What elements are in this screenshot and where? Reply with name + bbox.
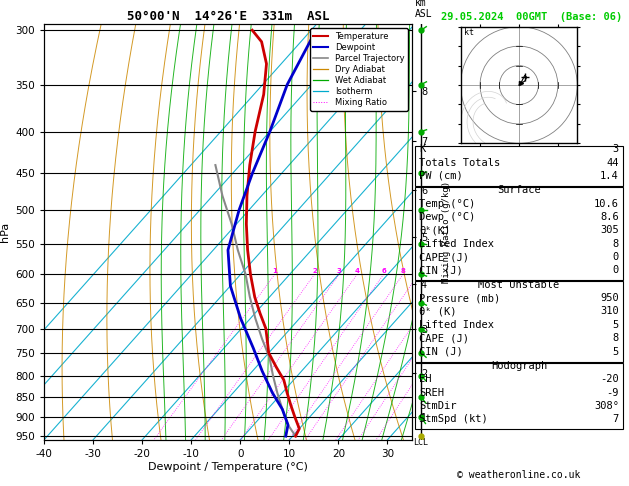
X-axis label: Dewpoint / Temperature (°C): Dewpoint / Temperature (°C) — [148, 462, 308, 471]
Text: 2: 2 — [312, 268, 317, 274]
Text: 7: 7 — [613, 415, 619, 424]
Y-axis label: hPa: hPa — [0, 222, 9, 242]
Text: 8: 8 — [613, 333, 619, 343]
Text: Most Unstable: Most Unstable — [478, 280, 560, 290]
Text: Pressure (mb): Pressure (mb) — [419, 293, 500, 303]
Text: 950: 950 — [600, 293, 619, 303]
Text: 6: 6 — [381, 268, 386, 274]
Text: 8.6: 8.6 — [600, 212, 619, 222]
Text: 5: 5 — [613, 320, 619, 330]
Text: θᵏ (K): θᵏ (K) — [419, 307, 457, 316]
Text: CAPE (J): CAPE (J) — [419, 333, 469, 343]
Text: Hodograph: Hodograph — [491, 361, 547, 371]
Text: km
ASL: km ASL — [415, 0, 433, 19]
Text: SREH: SREH — [419, 388, 444, 398]
Text: StmSpd (kt): StmSpd (kt) — [419, 415, 487, 424]
Text: Totals Totals: Totals Totals — [419, 157, 500, 168]
Text: 8: 8 — [401, 268, 405, 274]
Text: Mixing Ratio (g/kg): Mixing Ratio (g/kg) — [442, 181, 451, 283]
Text: 3: 3 — [613, 144, 619, 154]
Text: CAPE (J): CAPE (J) — [419, 252, 469, 262]
Text: 1: 1 — [272, 268, 277, 274]
Text: CIN (J): CIN (J) — [419, 347, 463, 357]
Text: 10.6: 10.6 — [594, 199, 619, 208]
Text: © weatheronline.co.uk: © weatheronline.co.uk — [457, 470, 581, 480]
Text: 310: 310 — [600, 307, 619, 316]
Title: 50°00'N  14°26'E  331m  ASL: 50°00'N 14°26'E 331m ASL — [127, 10, 329, 23]
Text: K: K — [419, 144, 425, 154]
Text: Lifted Index: Lifted Index — [419, 320, 494, 330]
Text: Dewp (°C): Dewp (°C) — [419, 212, 475, 222]
Text: 4: 4 — [355, 268, 360, 274]
Text: 29.05.2024  00GMT  (Base: 06): 29.05.2024 00GMT (Base: 06) — [441, 12, 622, 22]
Text: 3: 3 — [337, 268, 342, 274]
Text: 5: 5 — [613, 347, 619, 357]
Text: LCL: LCL — [414, 438, 428, 447]
Text: Lifted Index: Lifted Index — [419, 239, 494, 249]
Text: Surface: Surface — [497, 185, 541, 195]
Text: StmDir: StmDir — [419, 401, 457, 411]
Text: 0: 0 — [613, 265, 619, 276]
Text: 0: 0 — [613, 252, 619, 262]
Legend: Temperature, Dewpoint, Parcel Trajectory, Dry Adiabat, Wet Adiabat, Isotherm, Mi: Temperature, Dewpoint, Parcel Trajectory… — [310, 29, 408, 111]
Text: CIN (J): CIN (J) — [419, 265, 463, 276]
Text: Temp (°C): Temp (°C) — [419, 199, 475, 208]
Text: 1.4: 1.4 — [600, 171, 619, 181]
Text: kt: kt — [464, 28, 474, 36]
Text: 8: 8 — [613, 239, 619, 249]
Text: 308°: 308° — [594, 401, 619, 411]
Text: 305: 305 — [600, 226, 619, 235]
Text: -9: -9 — [606, 388, 619, 398]
Text: 44: 44 — [606, 157, 619, 168]
Text: PW (cm): PW (cm) — [419, 171, 463, 181]
Text: EH: EH — [419, 374, 431, 384]
Text: θᵏ(K): θᵏ(K) — [419, 226, 450, 235]
Text: -20: -20 — [600, 374, 619, 384]
